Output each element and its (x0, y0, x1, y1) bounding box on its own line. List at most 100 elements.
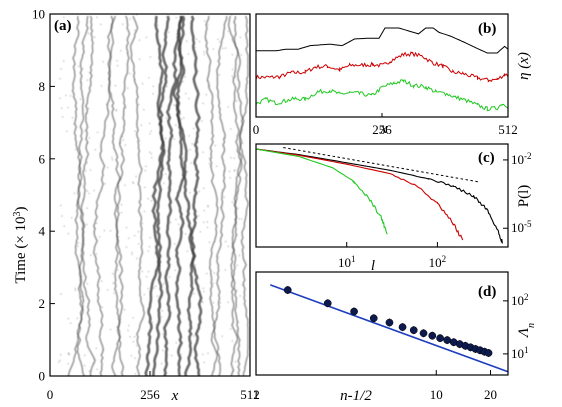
a-noise-pixel (84, 364, 86, 367)
a-noise-pixel (86, 223, 88, 226)
a-noise-pixel (119, 143, 121, 145)
a-domain-wall (113, 15, 131, 376)
panel-c-distribution: (c) 101 102 10-2 10-5 l P(l) (255, 143, 532, 274)
a-noise-pixel (175, 124, 177, 126)
a-noise-pixel (147, 287, 149, 290)
a-noise-pixel (69, 95, 72, 97)
a-noise-pixel (227, 30, 229, 32)
a-noise-pixel (76, 317, 78, 319)
c-x-ticks: 101 102 (338, 242, 446, 270)
a-noise-pixel (196, 134, 198, 136)
a-noise-pixel (114, 85, 116, 87)
b-series-line-3 (256, 79, 508, 112)
a-noise-pixel (182, 81, 184, 83)
d-data-point (484, 349, 493, 357)
a-noise-pixel (217, 256, 219, 258)
a-domain-wall (107, 15, 122, 376)
a-noise-pixel (149, 56, 152, 58)
a-noise-pixel (186, 171, 188, 173)
a-noise-pixel (60, 354, 62, 356)
a-noise-pixel (161, 310, 163, 312)
c-panel-label: (c) (478, 150, 495, 166)
a-noise-pixel (181, 118, 183, 120)
c-series (256, 147, 503, 244)
c-x-tick-label: 102 (429, 254, 447, 270)
a-noise-pixel (132, 181, 134, 183)
a-noise-pixel (166, 85, 168, 88)
a-noise-pixel (203, 290, 205, 293)
d-y-axis-label: Λn (516, 323, 537, 339)
a-noise-pixel (159, 55, 161, 57)
a-noise-pixel (88, 370, 91, 372)
a-noise-pixel (160, 57, 162, 60)
b-series (256, 27, 508, 112)
a-noise-pixel (127, 329, 129, 332)
a-y-tick-label: 8 (39, 79, 46, 94)
a-noise-pixel (147, 198, 149, 200)
a-y-tick-label: 4 (39, 224, 46, 239)
a-noise-pixel (113, 292, 115, 294)
a-domain-wall (162, 15, 183, 376)
a-noise-pixel (203, 53, 205, 56)
a-y-axis-label: Time (× 103) (12, 206, 30, 283)
a-noise-pixel (134, 235, 136, 237)
a-noise-pixel (66, 130, 68, 132)
a-noise-pixel (137, 231, 140, 233)
a-noise-pixel (147, 250, 149, 252)
a-noise-pixel (236, 191, 238, 193)
d-data-point (385, 318, 394, 327)
a-noise-pixel (221, 189, 223, 191)
d-fit-line (269, 284, 508, 373)
a-domain-wall (175, 15, 203, 376)
a-noise-pixel (116, 60, 118, 62)
d-data-point (443, 336, 452, 344)
a-noise-pixel (134, 29, 136, 32)
a-noise-pixel (125, 246, 128, 248)
a-noise-pixel (173, 138, 175, 140)
a-noise-pixel (95, 347, 97, 349)
a-noise-pixel (203, 210, 205, 212)
a-noise-pixel (232, 77, 234, 79)
a-noise-pixel (101, 306, 103, 308)
a-noise-pixel (121, 135, 124, 138)
a-noise-pixel (223, 196, 225, 198)
panel-d-scaling: (d) 1 10 20 101 102 n-1/2 Λn (253, 271, 537, 404)
d-data-point (350, 307, 358, 316)
a-noise-pixel (99, 236, 101, 238)
a-noise-pixel (240, 54, 243, 56)
panel-b-interface: (b) 0 256 512 x η (x) (253, 13, 532, 137)
a-noise-pixel (80, 81, 82, 84)
a-noise-pixel (175, 218, 177, 221)
a-noise-pixel (155, 273, 157, 275)
d-x-ticks: 1 10 20 (253, 370, 497, 402)
a-domain-walls (58, 14, 249, 376)
a-noise-pixel (170, 221, 172, 224)
a-noise-pixel (60, 68, 62, 70)
a-noise-pixel (190, 162, 192, 164)
a-noise-pixel (174, 243, 176, 245)
a-noise-pixel (124, 184, 126, 186)
a-noise-pixel (214, 145, 216, 147)
a-noise-pixel (180, 354, 182, 356)
a-noise-pixel (184, 76, 186, 78)
a-noise-pixel (74, 287, 76, 290)
a-noise-pixel (86, 162, 88, 164)
a-noise-pixel (175, 17, 177, 19)
a-noise-pixel (107, 109, 109, 112)
a-noise-pixel (112, 273, 114, 275)
a-noise-pixel (84, 130, 86, 132)
a-noise-pixel (189, 149, 191, 151)
a-noise-pixel (231, 340, 233, 342)
a-noise-pixel (133, 79, 136, 81)
a-noise-pixel (188, 135, 190, 137)
a-noise-pixel (156, 295, 158, 297)
a-noise-pixel (208, 163, 210, 165)
a-noise-pixel (174, 199, 176, 201)
a-noise-pixel (234, 218, 236, 220)
a-noise-pixel (111, 159, 113, 161)
a-noise-pixel (134, 373, 137, 375)
a-noise-pixel (96, 368, 98, 370)
a-noise-pixel (202, 353, 204, 356)
a-noise-pixel (152, 85, 154, 87)
a-noise-pixel (167, 281, 169, 284)
